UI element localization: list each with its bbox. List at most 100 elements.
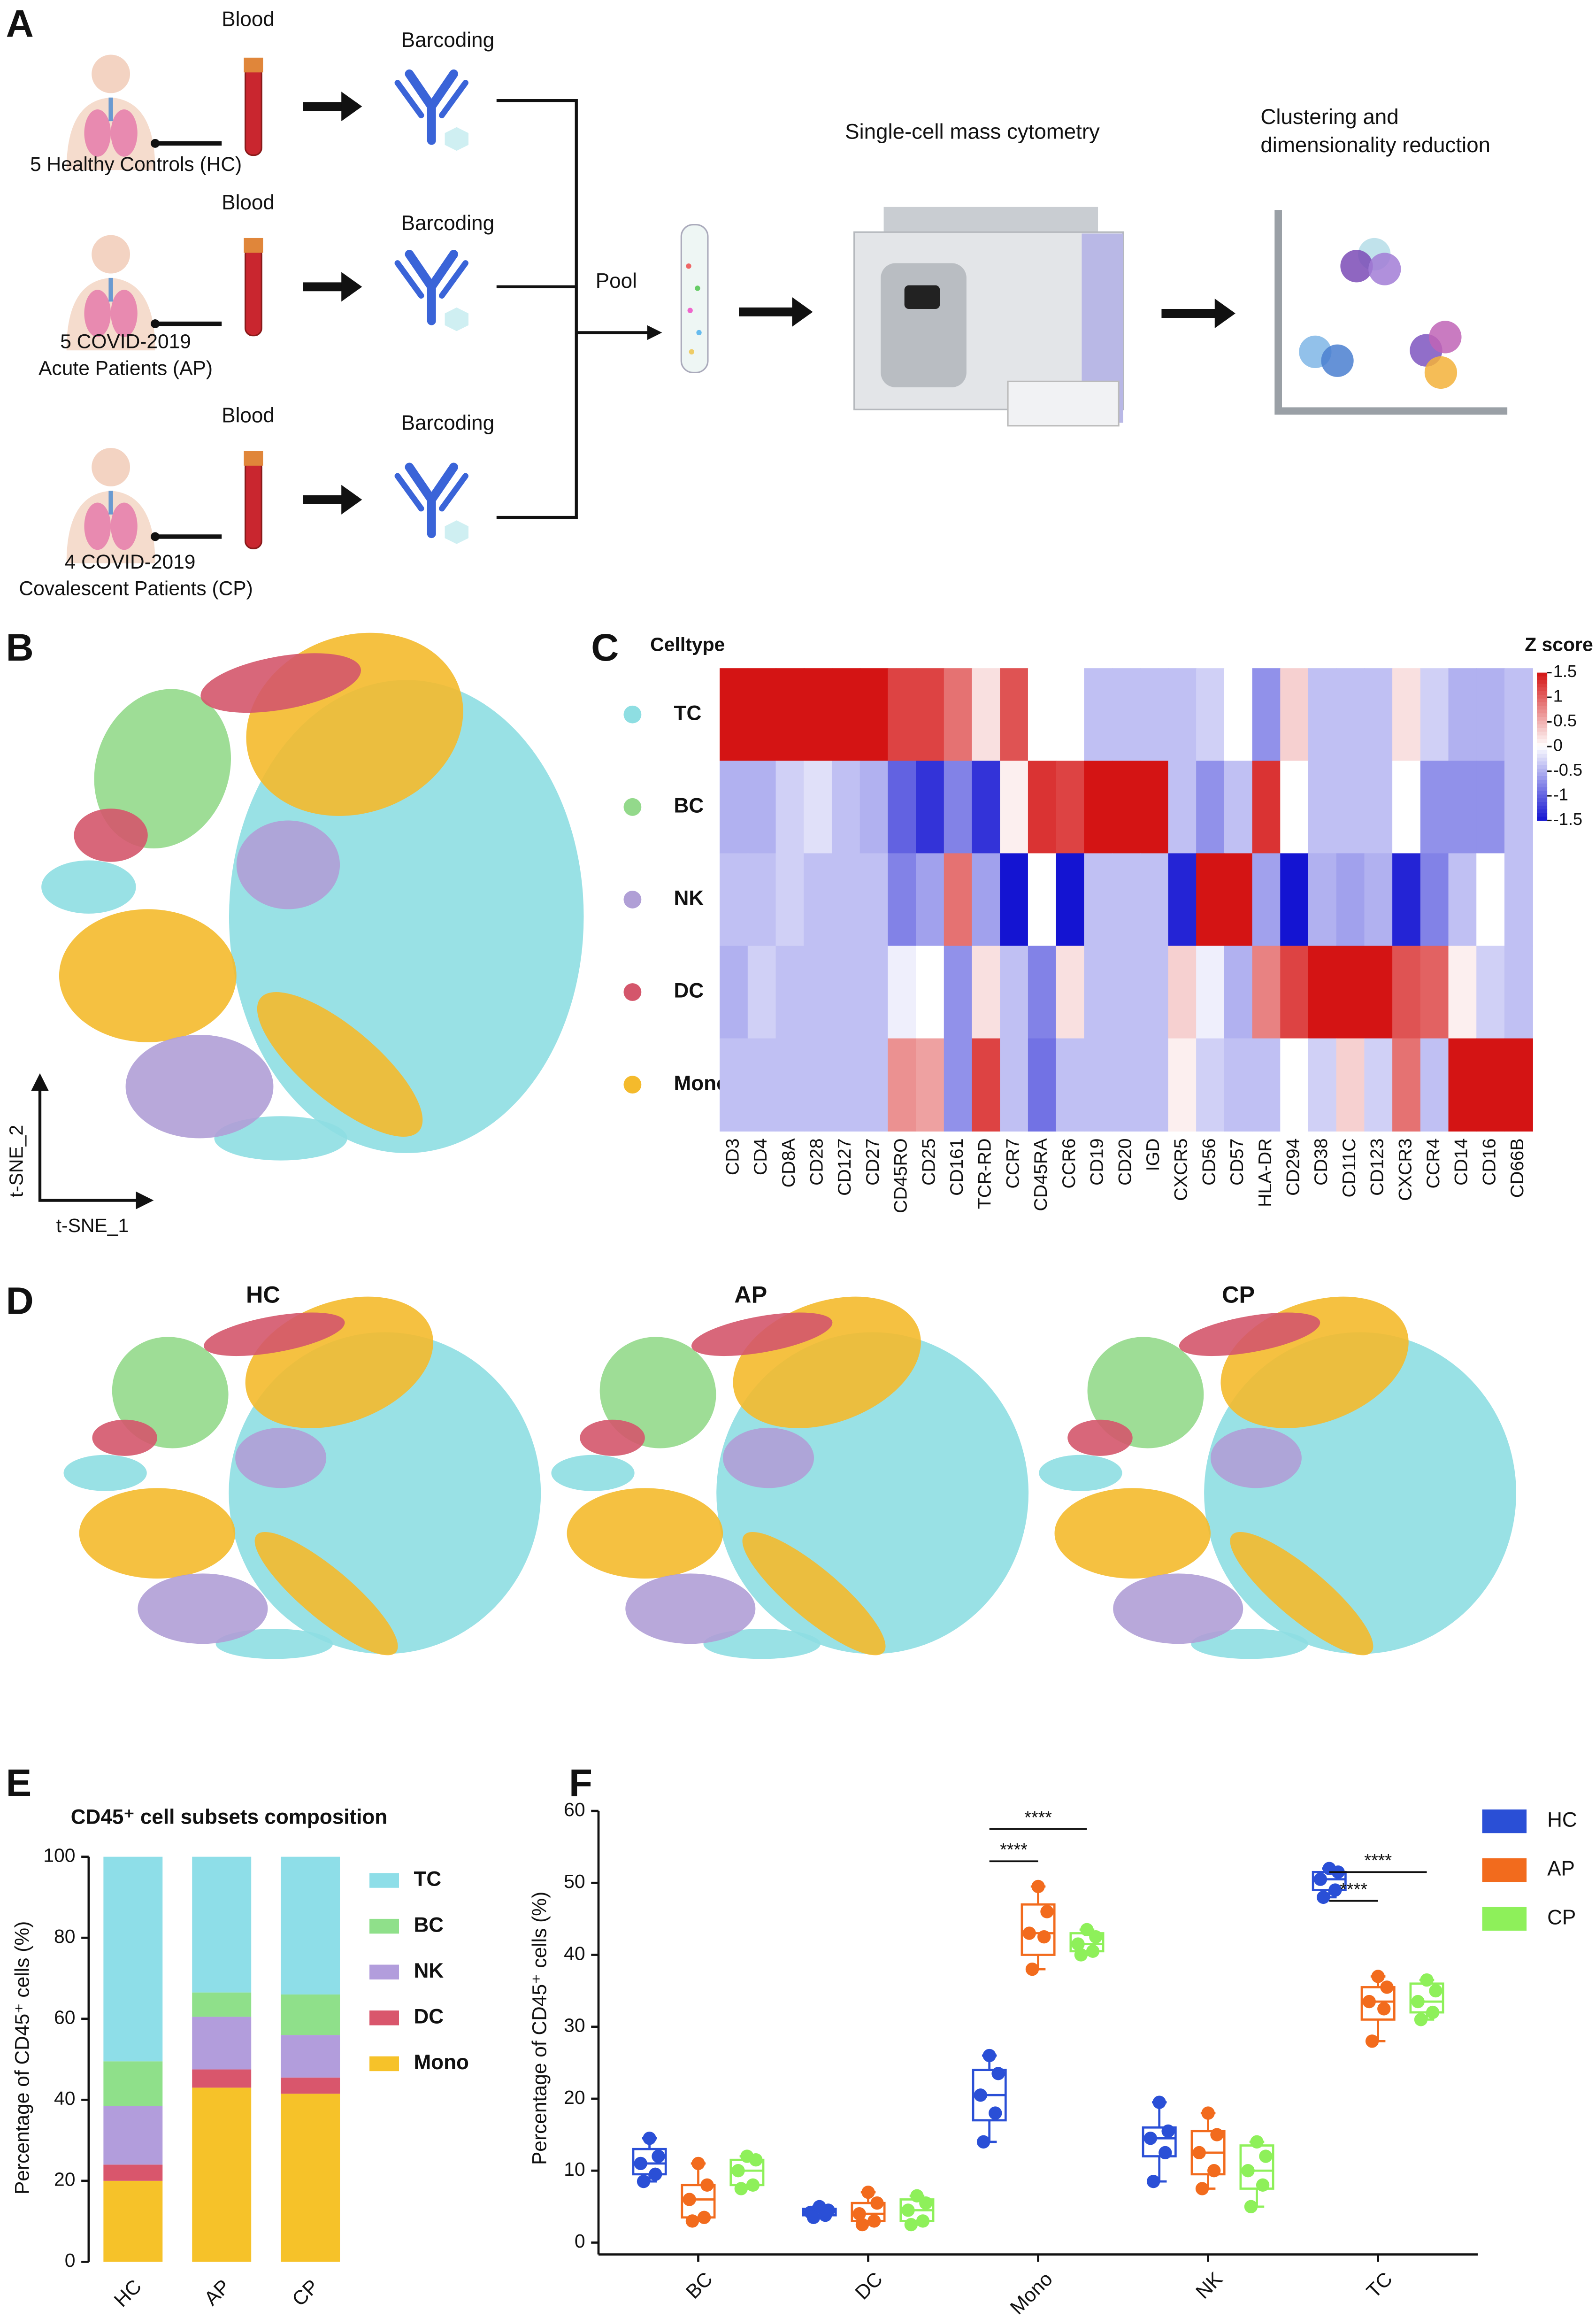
data-point	[1420, 1973, 1434, 1987]
heatmap-cell	[888, 946, 917, 1039]
heatmap-cell	[1084, 761, 1113, 854]
data-point	[1328, 1883, 1342, 1897]
heatmap-cell	[831, 853, 860, 947]
chart-title: CD45⁺ cell subsets composition	[71, 1805, 388, 1828]
legend-swatch	[369, 1873, 399, 1888]
axis-arrow	[31, 1073, 154, 1209]
column-label: CD294	[1283, 1138, 1304, 1195]
row-label: BC	[674, 794, 704, 817]
row-swatch	[623, 891, 642, 909]
y-tick-label: 50	[564, 1871, 585, 1892]
heatmap-cell	[1252, 946, 1281, 1039]
heatmap-cell	[1504, 668, 1533, 762]
data-point	[1380, 1980, 1394, 1994]
bar-segment	[192, 1992, 252, 2017]
heatmap-cell	[916, 853, 945, 947]
colorbar-segment	[1537, 735, 1548, 740]
pointer-dot	[151, 139, 160, 148]
legend-label: NK	[414, 1959, 444, 1982]
x-tick-label: AP	[200, 2275, 235, 2310]
tsne-axis-label: t-SNE_1	[56, 1215, 129, 1236]
tsne-cluster	[200, 653, 361, 713]
colorbar-segment	[1537, 694, 1548, 699]
panel-label: D	[6, 1280, 34, 1323]
heatmap-cell	[1084, 946, 1113, 1039]
legend-label: CP	[1547, 1906, 1576, 1929]
data-point	[1313, 1872, 1327, 1886]
colorbar-segment	[1537, 761, 1548, 766]
data-point	[1241, 2164, 1255, 2178]
cell-icon	[1424, 356, 1458, 389]
data-point	[910, 2189, 924, 2202]
heatmap-cell	[1252, 853, 1281, 947]
heatmap-cell	[1392, 946, 1421, 1039]
column-label: CCR6	[1059, 1138, 1079, 1188]
blood-label: Blood	[222, 8, 275, 31]
pool-lines	[496, 99, 578, 519]
data-point	[1146, 2175, 1160, 2188]
arrow-head	[792, 297, 813, 327]
column-label: CD38	[1311, 1138, 1331, 1186]
x-tick-label: BC	[682, 2268, 717, 2303]
lung	[84, 290, 111, 337]
heatmap-cell	[747, 946, 776, 1039]
data-point	[746, 2178, 760, 2192]
heatmap-cell	[1168, 668, 1197, 762]
antibody	[405, 69, 458, 145]
pool-tube	[680, 224, 709, 374]
heatmap-cell	[804, 946, 833, 1039]
tsne-cluster	[235, 1427, 327, 1488]
colorbar-segment	[1537, 791, 1548, 795]
pool-dot	[686, 263, 691, 269]
column-label: CD45RA	[1030, 1138, 1051, 1211]
heatmap-cell	[1308, 761, 1337, 854]
column-label: HLA-DR	[1255, 1138, 1275, 1207]
pointer-dot	[151, 532, 160, 541]
heatmap-cell	[1056, 1038, 1085, 1132]
y-tick-label: 0	[575, 2230, 585, 2252]
data-point	[901, 2203, 915, 2217]
data-point	[806, 2210, 821, 2224]
data-point	[1256, 2178, 1270, 2192]
tsne-axis-label: t-SNE_2	[6, 1125, 27, 1198]
colorbar-segment	[1537, 743, 1548, 747]
group-label: Covalescent Patients (CP)	[19, 578, 253, 600]
colorbar-segment	[1537, 732, 1548, 736]
data-point	[1244, 2200, 1258, 2213]
data-point	[1250, 2135, 1264, 2149]
y-tick-label: 60	[54, 2007, 76, 2028]
y-tick-label: 20	[564, 2087, 585, 2108]
column-label: CCR7	[1002, 1138, 1023, 1188]
x-tick-label: NK	[1192, 2268, 1227, 2303]
colorbar-segment	[1537, 802, 1548, 806]
heatmap-cell	[1336, 1038, 1365, 1132]
column-label: CXCR3	[1395, 1138, 1415, 1201]
tsne-plot	[63, 1296, 541, 1659]
colorbar-title: Z score	[1525, 634, 1593, 655]
bar-segment	[103, 2164, 163, 2181]
heatmap-cell	[1448, 668, 1477, 762]
colorbar-segment	[1537, 783, 1548, 788]
data-point	[1426, 2005, 1440, 2019]
blood-tube	[245, 246, 262, 337]
heatmap-cell	[859, 946, 889, 1039]
y-tick-label: 100	[43, 1844, 75, 1866]
heatmap-cell	[831, 946, 860, 1039]
tsne-cluster	[92, 1419, 157, 1456]
data-point	[1089, 1930, 1103, 1944]
heatmap-cell	[859, 761, 889, 854]
column-label: CD20	[1114, 1138, 1135, 1186]
heatmap-cell	[1280, 946, 1309, 1039]
antibody	[405, 462, 458, 539]
data-point	[683, 2193, 696, 2206]
heatmap-cell	[944, 853, 973, 947]
heatmap-cell	[1224, 761, 1253, 854]
data-point	[991, 2067, 1005, 2080]
colorbar-segment	[1537, 728, 1548, 732]
bar-segment	[103, 2106, 163, 2165]
barcoding-label: Barcoding	[401, 212, 494, 235]
heatmap-cell	[859, 1038, 889, 1132]
bar-segment	[192, 2087, 252, 2262]
barcoding-label: Barcoding	[401, 411, 494, 434]
heatmap-cell	[944, 946, 973, 1039]
